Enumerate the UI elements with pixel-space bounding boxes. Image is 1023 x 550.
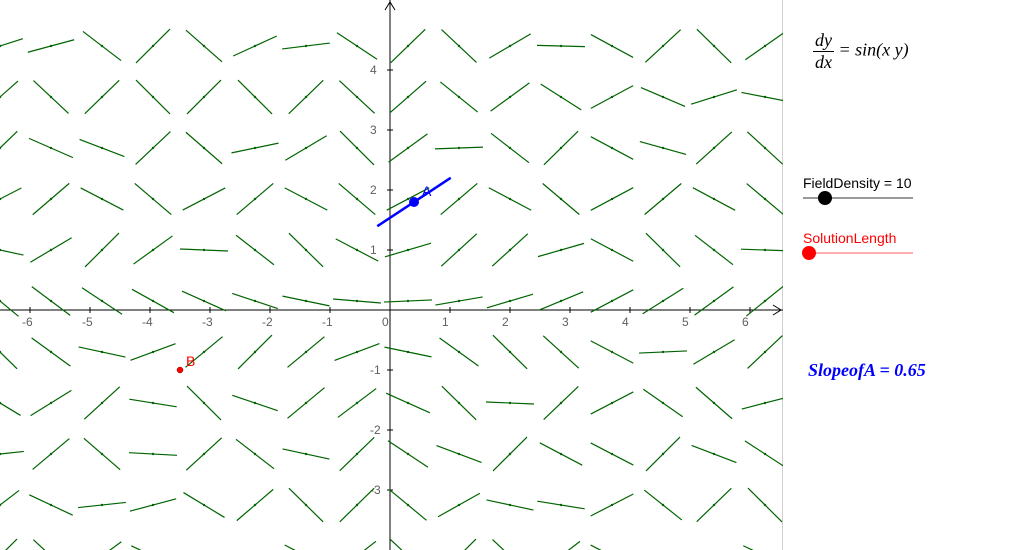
svg-text:4: 4 bbox=[370, 63, 377, 77]
slider-track[interactable] bbox=[803, 197, 913, 199]
svg-text:2: 2 bbox=[502, 315, 509, 329]
svg-text:-6: -6 bbox=[22, 315, 33, 329]
svg-text:-1: -1 bbox=[370, 363, 381, 377]
equation-denominator: dx bbox=[813, 52, 834, 73]
side-panel: dy dx = sin(x y) FieldDensity = 10 Solut… bbox=[783, 0, 1023, 550]
svg-text:-5: -5 bbox=[82, 315, 93, 329]
slider-track[interactable] bbox=[803, 252, 913, 254]
plot-canvas[interactable]: -6-5-4-3-2-10123456-3-2-11234AB bbox=[0, 0, 783, 550]
solution-length-slider[interactable]: SolutionLength bbox=[803, 230, 913, 254]
svg-text:3: 3 bbox=[370, 123, 377, 137]
slider-thumb[interactable] bbox=[802, 246, 816, 260]
equation-numerator: dy bbox=[813, 30, 834, 52]
field-density-slider[interactable]: FieldDensity = 10 bbox=[803, 175, 913, 199]
equation-display: dy dx = sin(x y) bbox=[813, 30, 909, 73]
svg-text:5: 5 bbox=[682, 315, 689, 329]
svg-text:-1: -1 bbox=[322, 315, 333, 329]
slider-thumb[interactable] bbox=[818, 191, 832, 205]
svg-text:3: 3 bbox=[562, 315, 569, 329]
svg-text:6: 6 bbox=[742, 315, 749, 329]
svg-text:4: 4 bbox=[622, 315, 629, 329]
slope-result: SlopeofA = 0.65 bbox=[808, 360, 926, 381]
svg-text:B: B bbox=[186, 353, 195, 369]
svg-text:1: 1 bbox=[442, 315, 449, 329]
svg-text:-2: -2 bbox=[370, 423, 381, 437]
solution-length-label: SolutionLength bbox=[803, 230, 913, 246]
svg-text:-4: -4 bbox=[142, 315, 153, 329]
svg-text:-3: -3 bbox=[202, 315, 213, 329]
svg-text:-2: -2 bbox=[262, 315, 273, 329]
svg-text:1: 1 bbox=[370, 243, 377, 257]
svg-text:0: 0 bbox=[382, 315, 389, 329]
slope-field-plot[interactable]: -6-5-4-3-2-10123456-3-2-11234AB bbox=[0, 0, 783, 550]
svg-text:A: A bbox=[422, 183, 432, 199]
equation-rhs: = sin(x y) bbox=[839, 40, 909, 60]
field-density-label: FieldDensity = 10 bbox=[803, 175, 913, 191]
svg-text:2: 2 bbox=[370, 183, 377, 197]
